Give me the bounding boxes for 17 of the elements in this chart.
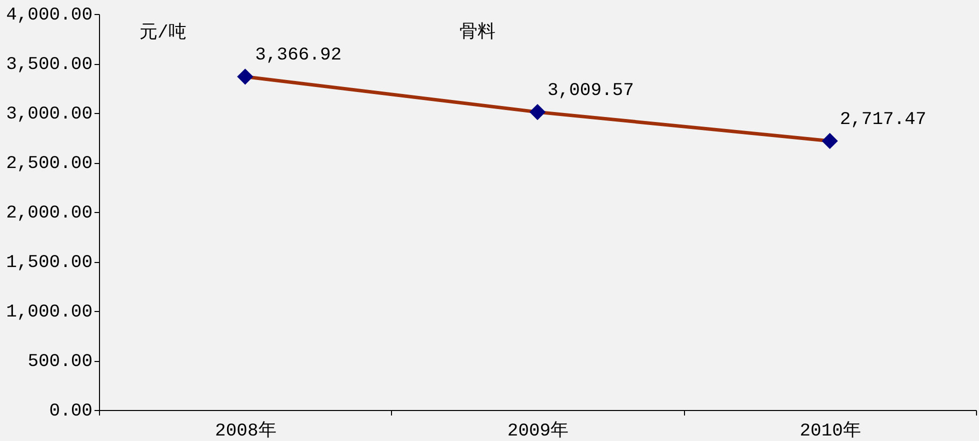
y-axis-title: 元/吨 [140, 22, 186, 44]
y-tick-label: 2,500.00 [6, 154, 92, 174]
data-label: 3,366.92 [255, 46, 342, 66]
data-label: 3,009.57 [548, 81, 634, 102]
x-tick-label: 2008年 [215, 420, 276, 441]
y-tick-label: 0.00 [49, 402, 92, 422]
data-label: 2,717.47 [840, 110, 926, 130]
y-tick-label: 3,500.00 [6, 55, 92, 75]
y-tick-label: 1,500.00 [6, 253, 92, 273]
x-tick-label: 2009年 [507, 420, 569, 441]
y-tick-label: 4,000.00 [6, 6, 92, 26]
x-tick-label: 2010年 [800, 420, 861, 441]
y-tick-label: 500.00 [28, 352, 92, 372]
text: 骨料 [460, 22, 496, 43]
y-tick-label: 2,000.00 [6, 204, 92, 224]
y-tick-label: 3,000.00 [6, 104, 92, 124]
y-tick-label: 1,000.00 [6, 302, 92, 322]
